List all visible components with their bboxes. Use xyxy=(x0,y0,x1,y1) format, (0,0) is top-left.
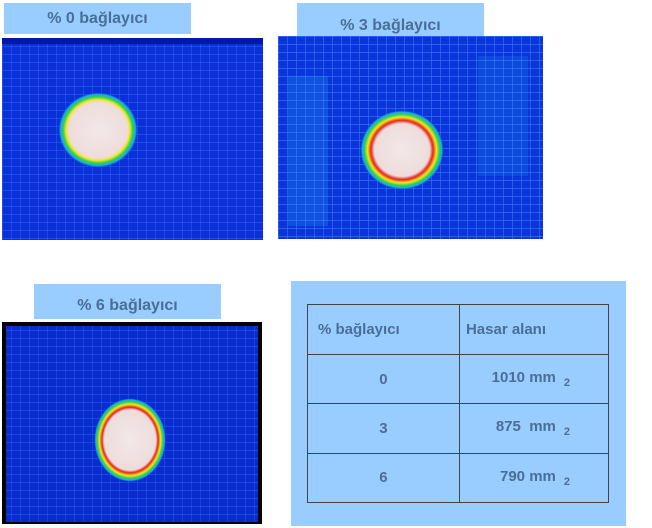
panel-label-3: % 3 bağlayıcı xyxy=(297,3,484,38)
area-cell: 875 mm 2 xyxy=(458,403,610,454)
binder-cell: 3 xyxy=(307,403,460,454)
scan-svg-6 xyxy=(2,322,262,524)
scan-image-6 xyxy=(2,322,262,524)
table-row: 0 1010 mm 2 xyxy=(307,353,610,405)
area-cell: 1010 mm 2 xyxy=(458,353,610,405)
area-value: 875 mm xyxy=(495,418,556,436)
header-binder-text: % bağlayıcı xyxy=(318,321,400,338)
area-value: 1010 mm xyxy=(491,369,556,387)
area-cell: 790 mm 2 xyxy=(458,452,610,504)
damage-area-table: % bağlayıcı Hasar alanı 0 1010 mm 2 3 875… xyxy=(307,304,610,504)
panel-label-6: % 6 bağlayıcı xyxy=(34,284,221,319)
header-damage-area-text: Hasar alanı xyxy=(465,321,546,338)
binder-cell: 0 xyxy=(307,353,460,405)
damage-area-panel: % bağlayıcı Hasar alanı 0 1010 mm 2 3 875… xyxy=(291,281,626,526)
binder-value: 0 xyxy=(379,370,388,388)
panel-label-0-text: % 0 bağlayıcı xyxy=(47,9,148,27)
scan-image-0 xyxy=(2,38,263,240)
unit-exponent: 2 xyxy=(563,475,570,488)
scan-svg-3 xyxy=(278,36,543,239)
panel-label-3-text: % 3 bağlayıcı xyxy=(340,16,441,34)
binder-cell: 6 xyxy=(307,452,460,504)
scan-svg-0 xyxy=(2,38,263,240)
panel-label-0: % 0 bağlayıcı xyxy=(4,3,191,34)
header-binder: % bağlayıcı xyxy=(307,304,460,355)
header-damage-area: Hasar alanı xyxy=(458,304,610,355)
area-value: 790 mm xyxy=(500,467,556,485)
scan-image-3 xyxy=(278,36,543,239)
binder-value: 3 xyxy=(379,419,388,437)
table-header-row: % bağlayıcı Hasar alanı xyxy=(307,304,610,355)
table-row: 6 790 mm 2 xyxy=(307,452,610,504)
table-row: 3 875 mm 2 xyxy=(307,403,610,454)
binder-value: 6 xyxy=(379,469,388,487)
panel-label-6-text: % 6 bağlayıcı xyxy=(77,296,178,314)
unit-exponent: 2 xyxy=(563,426,570,439)
unit-exponent: 2 xyxy=(563,377,570,390)
